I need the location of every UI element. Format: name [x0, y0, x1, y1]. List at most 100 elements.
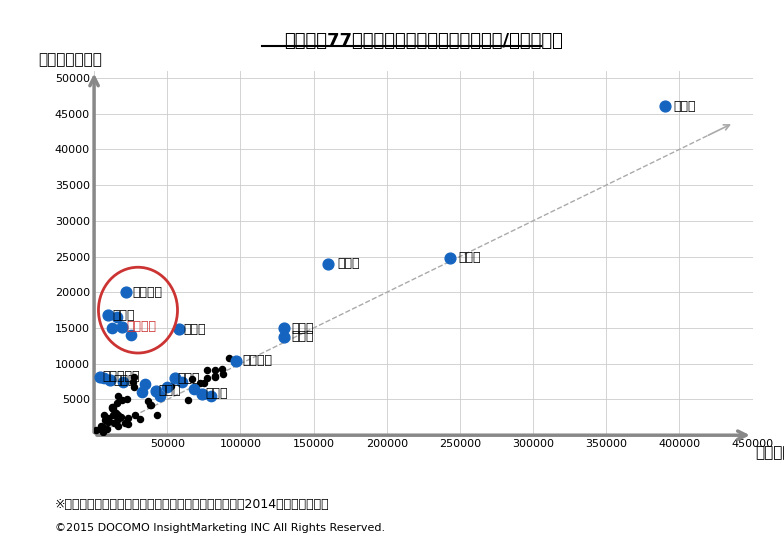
Point [149, 387, 162, 395]
Point [111, 398, 123, 407]
Point [122, 420, 134, 429]
Point [105, 324, 118, 332]
Point [209, 372, 221, 380]
Text: 元日の流入人口: 元日の流入人口 [38, 52, 103, 67]
Point [94, 422, 107, 431]
Point [165, 382, 177, 391]
Text: ※「普段の人口」に関しては、総務省の住民基本台帳（2014年版）より抜粋: ※「普段の人口」に関しては、総務省の住民基本台帳（2014年版）より抜粋 [55, 498, 329, 511]
Text: 塩尻市: 塩尻市 [205, 387, 228, 400]
Point [194, 379, 206, 387]
Point [187, 385, 200, 393]
Point [106, 404, 118, 413]
Point [103, 417, 115, 425]
Point [96, 423, 109, 431]
Point [230, 356, 242, 365]
Text: 松本市: 松本市 [459, 251, 481, 264]
Text: ©2015 DOCOMO InsightMarketing INC All Rights Reserved.: ©2015 DOCOMO InsightMarketing INC All Ri… [55, 523, 385, 533]
Point [120, 288, 132, 296]
Point [172, 325, 185, 334]
Point [98, 374, 111, 382]
Point [217, 370, 230, 379]
Text: 飯田市: 飯田市 [292, 330, 314, 343]
Point [278, 332, 291, 341]
Point [115, 395, 128, 404]
Point [205, 392, 217, 400]
Point [122, 413, 134, 422]
Point [216, 364, 228, 373]
Point [201, 374, 213, 382]
Point [125, 331, 137, 339]
Point [161, 382, 173, 391]
Text: 伊那市: 伊那市 [177, 372, 200, 385]
Point [201, 366, 213, 375]
Point [181, 396, 194, 405]
Point [107, 405, 119, 413]
Point [322, 259, 335, 268]
Point [186, 375, 198, 384]
Point [101, 418, 114, 426]
Text: 小谷村: 小谷村 [113, 374, 136, 387]
Point [278, 324, 291, 332]
Point [111, 313, 124, 322]
Point [209, 365, 221, 374]
Point [89, 426, 102, 435]
Point [93, 372, 106, 381]
Point [106, 403, 118, 411]
Point [154, 392, 166, 400]
Point [97, 411, 110, 419]
Text: 普段の人口: 普段の人口 [756, 446, 784, 461]
Point [118, 379, 131, 387]
Point [110, 409, 122, 417]
Point [111, 415, 124, 423]
Point [126, 378, 139, 386]
Text: 野沢温泉村: 野沢温泉村 [103, 370, 140, 383]
Point [128, 382, 140, 391]
Point [194, 388, 207, 397]
Point [129, 411, 141, 419]
Text: 軽井沢町: 軽井沢町 [126, 320, 156, 333]
Title: 長野県内77市町村における元日の増加人口/普段の人口: 長野県内77市町村における元日の増加人口/普段の人口 [284, 32, 563, 50]
Point [107, 403, 120, 411]
Point [102, 311, 114, 319]
Text: 山ノ内町: 山ノ内町 [132, 286, 162, 299]
Point [659, 102, 671, 111]
Text: 信濃町: 信濃町 [158, 385, 181, 397]
Point [115, 322, 128, 331]
Point [151, 411, 163, 419]
Point [117, 377, 129, 386]
Point [111, 411, 124, 419]
Point [101, 413, 114, 422]
Point [112, 422, 125, 431]
Point [94, 425, 107, 434]
Text: 長野市: 長野市 [673, 100, 696, 113]
Point [133, 415, 146, 424]
Point [169, 374, 181, 382]
Point [136, 388, 149, 397]
Point [99, 415, 111, 424]
Point [198, 379, 211, 388]
Text: 上田市: 上田市 [337, 257, 360, 270]
Point [144, 401, 157, 410]
Point [139, 379, 151, 388]
Text: 白馬村: 白馬村 [112, 308, 135, 322]
Point [100, 425, 113, 434]
Point [110, 418, 122, 427]
Point [118, 419, 131, 428]
Point [107, 419, 120, 428]
Point [107, 411, 119, 419]
Text: 佐久市: 佐久市 [292, 322, 314, 335]
Point [97, 428, 110, 437]
Text: 茅野市: 茅野市 [183, 323, 206, 336]
Point [198, 391, 211, 399]
Point [114, 412, 127, 421]
Point [121, 394, 133, 403]
Point [444, 254, 456, 262]
Point [209, 372, 222, 381]
Point [111, 392, 124, 400]
Text: 安曇野市: 安曇野市 [242, 354, 272, 367]
Point [141, 397, 154, 406]
Point [223, 354, 235, 363]
Point [176, 377, 188, 386]
Point [104, 376, 117, 385]
Point [128, 372, 140, 381]
